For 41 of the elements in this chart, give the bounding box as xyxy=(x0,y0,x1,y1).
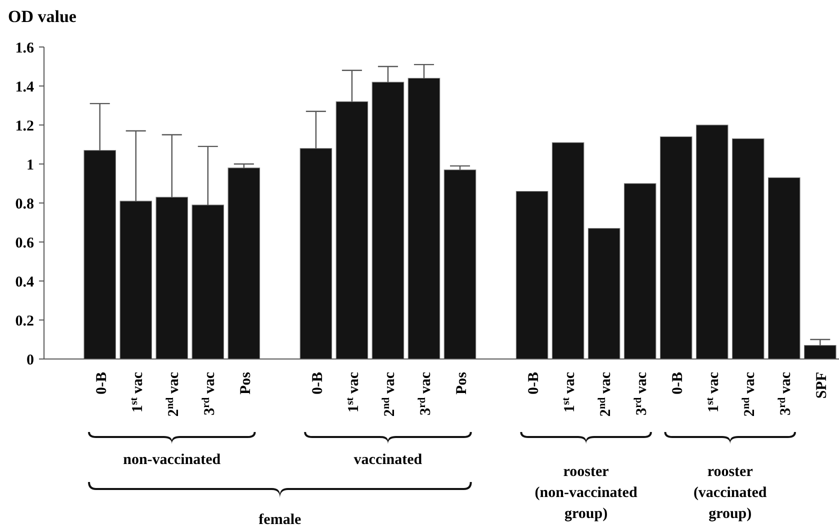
bar xyxy=(444,170,476,360)
y-tick-label: 1 xyxy=(26,157,34,174)
y-tick-label: 0.8 xyxy=(15,196,34,212)
bar xyxy=(300,148,332,360)
x-tick-label: Pos xyxy=(454,372,470,394)
bar xyxy=(408,78,440,360)
x-tick-label: 0-B xyxy=(310,372,326,394)
y-tick-label: 0.2 xyxy=(15,313,34,330)
text: female xyxy=(258,512,302,528)
y-axis-title: OD value xyxy=(8,7,77,26)
bar xyxy=(372,82,404,360)
bar xyxy=(516,191,548,360)
y-tick-label: 0 xyxy=(26,352,34,368)
text: vaccinated xyxy=(354,452,423,468)
x-tick-label: 0-B xyxy=(94,372,110,394)
bar xyxy=(156,196,188,360)
bar xyxy=(588,228,620,360)
bar xyxy=(768,177,800,360)
text: rooster (vaccinated group) xyxy=(693,464,768,522)
y-tick-label: 0.4 xyxy=(15,274,34,290)
y-tick-label: 1.2 xyxy=(15,118,34,134)
bar xyxy=(336,101,368,360)
text: non-vaccinated xyxy=(123,452,222,468)
x-tick-label: 0-B xyxy=(670,372,686,394)
x-tick-label: Pos xyxy=(238,372,254,394)
x-tick-label: SPF xyxy=(814,372,830,399)
y-tick-label: 1.6 xyxy=(15,40,34,56)
bar xyxy=(192,204,224,360)
y-tick-label: 1.4 xyxy=(15,79,34,96)
bar xyxy=(696,124,728,360)
bar xyxy=(624,183,656,360)
bar xyxy=(660,136,692,360)
bar xyxy=(732,138,764,360)
bar xyxy=(804,345,836,360)
bar xyxy=(120,200,152,360)
bar xyxy=(84,150,116,360)
bar xyxy=(552,142,584,360)
y-tick-label: 0.6 xyxy=(15,235,34,252)
text: rooster (non-vaccinated group) xyxy=(534,464,638,522)
x-tick-label: 0-B xyxy=(526,372,542,394)
bar xyxy=(228,168,260,360)
